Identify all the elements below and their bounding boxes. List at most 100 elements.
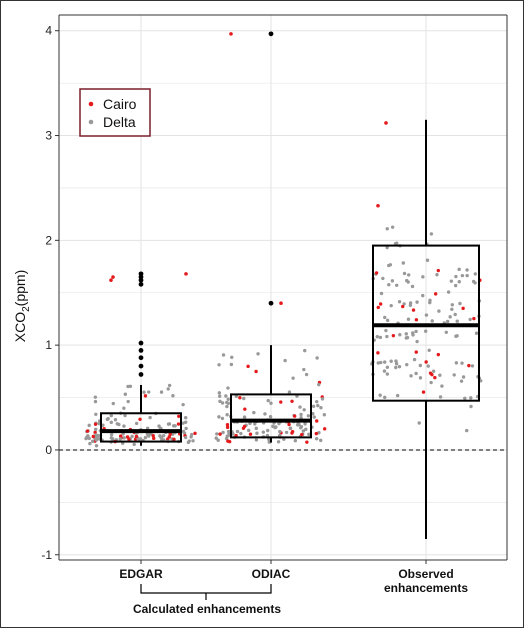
point-delta: [159, 390, 164, 394]
point-delta: [221, 430, 225, 435]
point-delta: [314, 437, 319, 441]
point-delta: [94, 444, 99, 448]
point-delta: [407, 273, 411, 277]
point-delta: [239, 431, 243, 436]
y-axis-label: XCO2(ppm): [12, 270, 32, 342]
point-cairo: [428, 371, 433, 375]
point-delta: [254, 426, 258, 431]
point-delta: [253, 422, 257, 426]
point-delta: [224, 394, 228, 398]
point-delta: [388, 263, 393, 267]
point-delta: [415, 339, 419, 344]
point-delta: [317, 382, 321, 387]
y-tick-label: 4: [45, 24, 52, 38]
point-cairo: [436, 352, 441, 357]
point-delta: [181, 402, 185, 407]
point-delta: [225, 404, 229, 409]
point-delta: [142, 390, 146, 394]
point-cairo: [184, 272, 188, 276]
point-delta: [87, 423, 91, 428]
point-cairo: [193, 431, 197, 436]
point-delta: [122, 436, 126, 440]
point-delta: [444, 330, 449, 335]
point-cairo: [225, 425, 230, 430]
point-cairo: [279, 400, 283, 404]
point-delta: [437, 309, 441, 313]
point-delta: [94, 427, 98, 432]
point-delta: [429, 380, 433, 385]
point-cairo: [287, 422, 291, 427]
point-cairo: [151, 433, 155, 438]
point-delta: [446, 290, 451, 294]
point-cairo: [225, 423, 230, 427]
point-delta: [378, 335, 383, 340]
point-delta: [242, 415, 247, 419]
point-cairo: [414, 318, 419, 322]
point-delta: [387, 282, 391, 287]
point-delta: [411, 333, 415, 337]
point-delta: [138, 437, 143, 441]
point-delta: [221, 353, 226, 357]
point-delta: [111, 401, 115, 406]
point-delta: [217, 415, 221, 419]
point-delta: [426, 364, 430, 368]
point-delta: [122, 406, 126, 410]
point-delta: [303, 422, 307, 426]
point-cairo: [314, 431, 318, 436]
point-delta: [404, 336, 409, 340]
x-tick-label: ODIAC: [252, 567, 291, 581]
point-delta: [438, 373, 442, 377]
point-delta: [319, 438, 323, 443]
point-delta: [461, 375, 466, 379]
point-delta: [375, 335, 379, 339]
point-cairo: [461, 306, 465, 311]
legend-label-cairo: Cairo: [103, 96, 137, 112]
point-delta: [457, 280, 461, 284]
point-delta: [225, 434, 229, 438]
point-delta: [184, 420, 188, 424]
point-cairo: [436, 268, 441, 273]
box: [230, 393, 312, 439]
outlier-point: [138, 271, 144, 277]
point-delta: [417, 421, 421, 425]
point-delta: [458, 301, 462, 306]
point-delta: [418, 376, 423, 380]
point-cairo: [376, 203, 380, 208]
point-delta: [378, 393, 382, 397]
y-axis-label-subscript: 2: [21, 306, 32, 312]
point-cairo: [424, 360, 428, 364]
point-delta: [291, 376, 295, 380]
point-delta: [246, 428, 251, 433]
point-delta: [86, 434, 90, 438]
point-delta: [94, 412, 98, 416]
point-cairo: [91, 434, 96, 439]
point-delta: [220, 401, 225, 405]
point-delta: [226, 429, 231, 434]
point-delta: [311, 404, 316, 409]
point-cairo: [254, 369, 258, 374]
point-delta: [455, 319, 459, 323]
point-delta: [293, 438, 298, 443]
point-delta: [394, 365, 398, 370]
outlier-point: [138, 372, 144, 377]
point-delta: [296, 423, 300, 427]
point-delta: [189, 432, 194, 437]
point-delta: [454, 334, 458, 338]
point-cairo: [176, 422, 181, 426]
point-delta: [457, 267, 461, 272]
point-delta: [427, 348, 431, 352]
point-delta: [143, 435, 148, 440]
point-delta: [408, 301, 413, 305]
point-cairo: [421, 390, 426, 394]
point-cairo: [376, 351, 380, 355]
point-delta: [147, 390, 151, 394]
point-delta: [217, 363, 221, 367]
point-cairo: [125, 435, 130, 439]
point-delta: [284, 430, 289, 435]
point-delta: [322, 413, 327, 417]
point-delta: [229, 362, 234, 367]
box: [372, 244, 480, 402]
outlier-point: [138, 363, 144, 369]
box: [100, 412, 182, 443]
y-tick-label: 1: [45, 338, 52, 352]
